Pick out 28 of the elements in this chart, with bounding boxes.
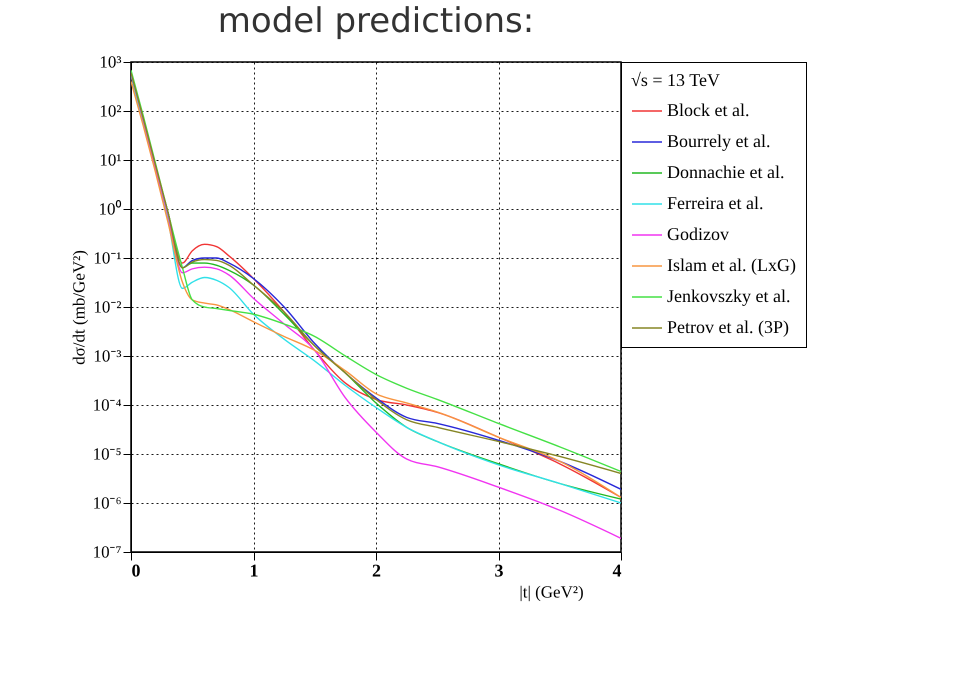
y-tick-label: 10⁻¹ xyxy=(93,248,122,268)
legend-label: Jenkovszky et al. xyxy=(667,286,790,306)
y-axis-title: dσ/dt (mb/GeV²) xyxy=(70,250,89,365)
x-tick-label: 4 xyxy=(612,560,622,580)
y-tick-label: 10⁻⁵ xyxy=(92,444,122,464)
y-tick-label: 10⁰ xyxy=(98,200,122,218)
y-tick-label: 10⁻⁶ xyxy=(92,494,122,512)
y-tick-label: 10¹ xyxy=(99,150,122,170)
y-tick-label: 10³ xyxy=(99,52,122,72)
x-tick-label: 3 xyxy=(494,560,504,580)
legend-label: Islam et al. (LxG) xyxy=(667,255,796,275)
y-tick-label: 10⁻⁷ xyxy=(92,542,122,562)
y-tick-label: 10⁻³ xyxy=(93,346,122,366)
chart-title: model predictions: xyxy=(218,1,534,41)
x-tick-label: 2 xyxy=(372,560,381,580)
legend-title: √s = 13 TeV xyxy=(631,70,720,90)
y-tick-label: 10⁻⁴ xyxy=(92,396,122,414)
legend-label: Block et al. xyxy=(667,100,750,120)
x-tick-label: 1 xyxy=(250,560,258,580)
legend-label: Ferreira et al. xyxy=(667,193,764,213)
x-tick-label: 0 xyxy=(132,560,140,580)
legend-label: Bourrely et al. xyxy=(667,131,770,151)
y-tick-label: 10² xyxy=(99,102,122,120)
x-axis-title: |t| (GeV²) xyxy=(519,582,584,602)
y-tick-label: 10⁻² xyxy=(93,298,122,316)
legend-label: Donnachie et al. xyxy=(667,162,784,182)
legend-label: Petrov et al. (3P) xyxy=(667,317,789,337)
legend-label: Godizov xyxy=(667,224,729,244)
